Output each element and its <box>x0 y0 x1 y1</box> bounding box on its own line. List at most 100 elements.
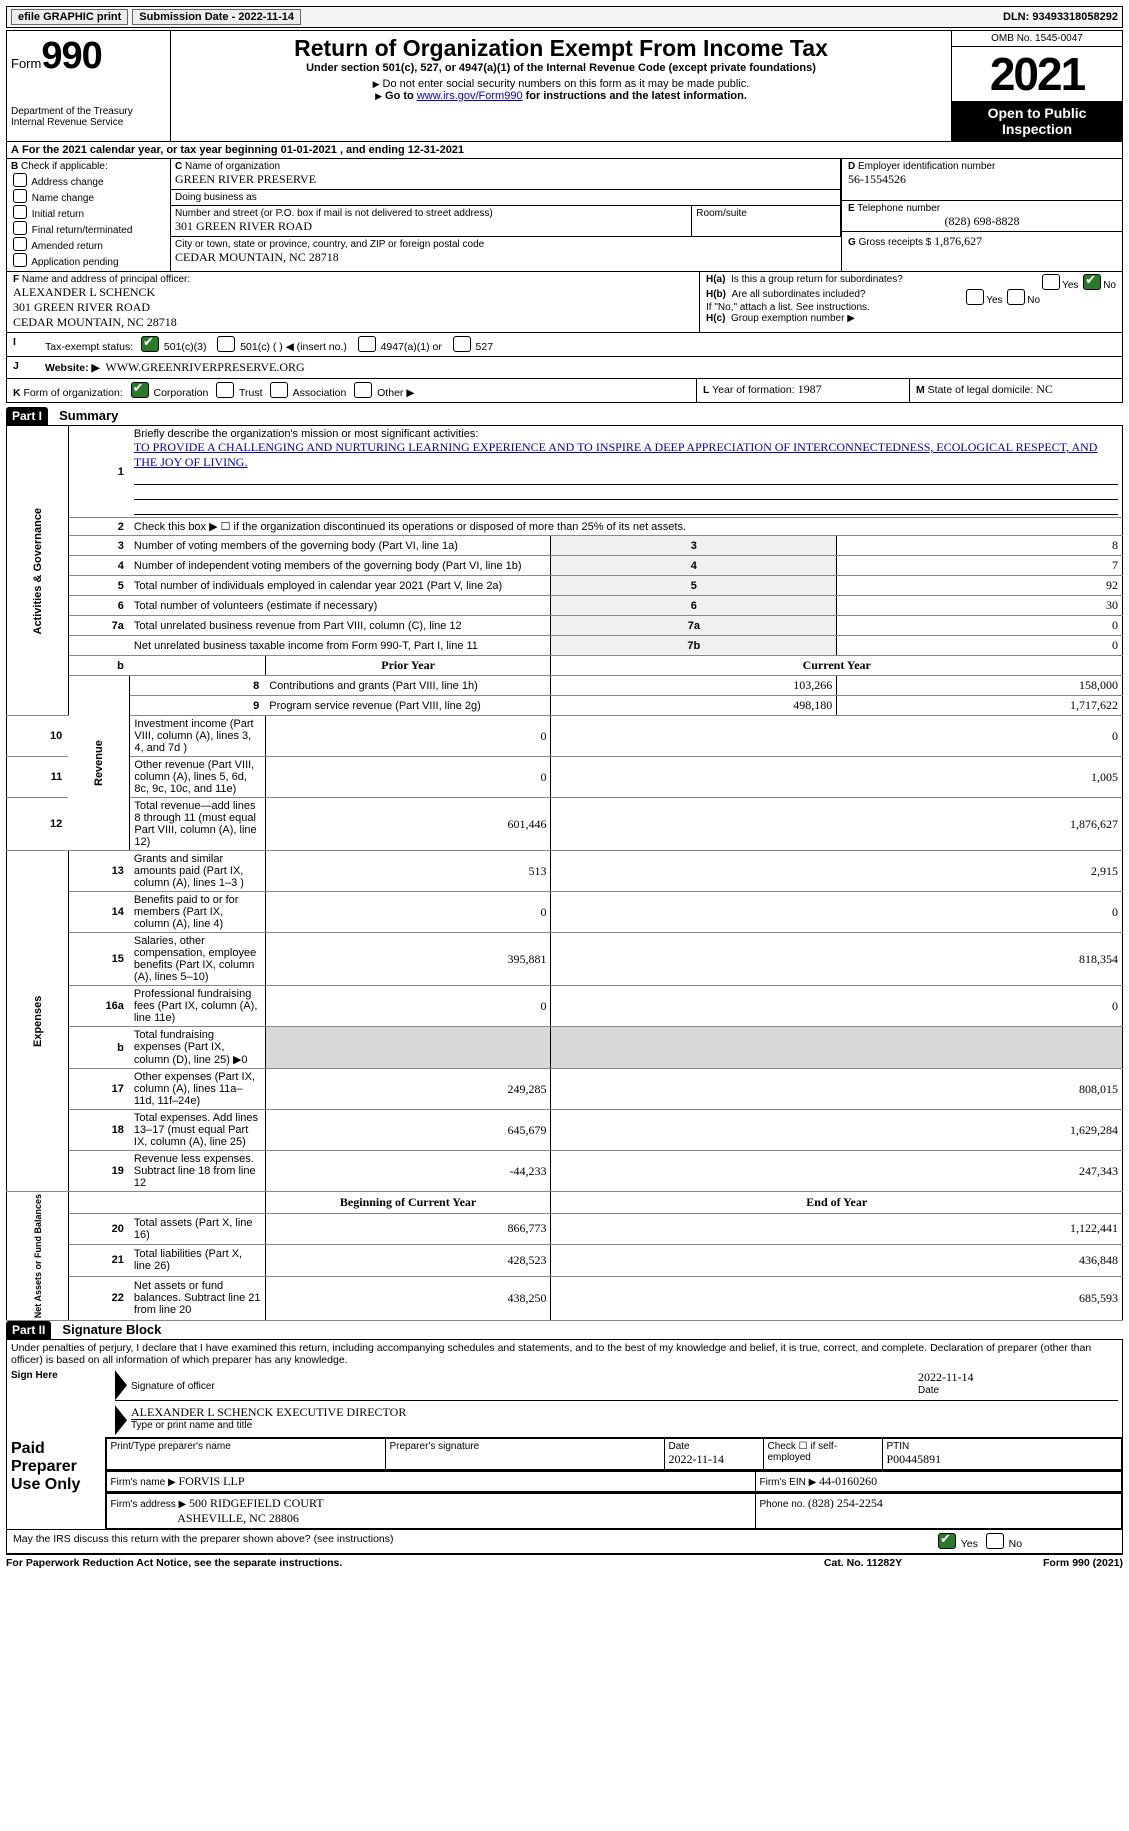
ptin: P00445891 <box>887 1452 942 1466</box>
firm-phone-label: Phone no. <box>760 1499 806 1510</box>
hb-label: Are all subordinates included? <box>732 289 866 300</box>
irs-label: Internal Revenue Service <box>11 117 166 128</box>
checkbox-address-change[interactable] <box>13 173 27 187</box>
side-net-assets: Net Assets or Fund Balances <box>7 1192 69 1321</box>
submission-date-button[interactable]: Submission Date - 2022-11-14 <box>132 9 301 25</box>
part-ii-label: Part II <box>6 1321 51 1339</box>
cb-trust[interactable] <box>216 382 234 398</box>
paid-preparer: Paid Preparer Use Only <box>7 1438 106 1530</box>
part-i-label: Part I <box>6 407 48 425</box>
officer-label: Name and address of principal officer: <box>22 274 190 285</box>
hb-yes[interactable] <box>966 289 984 305</box>
public-inspection-box: Open to Public Inspection <box>952 101 1122 141</box>
phone: (828) 698-8828 <box>848 214 1116 229</box>
firm-addr-label: Firm's address ▶ <box>111 1499 187 1510</box>
prep-sig-label: Preparer's signature <box>385 1439 664 1470</box>
checkbox-final-return[interactable] <box>13 221 27 235</box>
subtitle-2: Do not enter social security numbers on … <box>383 78 750 90</box>
website-label: Website: ▶ <box>45 362 100 374</box>
firm-ein: 44-0160260 <box>819 1474 877 1488</box>
officer-city: CEDAR MOUNTAIN, NC 28718 <box>13 315 177 329</box>
discuss-no[interactable] <box>986 1533 1004 1549</box>
row-a-calendar: A For the 2021 calendar year, or tax yea… <box>6 142 1123 159</box>
part-i-title: Summary <box>51 408 118 423</box>
col-current: Current Year <box>551 656 1123 676</box>
city-label: City or town, state or province, country… <box>175 239 484 250</box>
firm-addr2: ASHEVILLE, NC 28806 <box>177 1511 299 1525</box>
goto-label: Go to <box>385 90 417 102</box>
hc-label: Group exemption number ▶ <box>731 313 855 324</box>
discuss-yes[interactable] <box>938 1533 956 1549</box>
side-revenue: Revenue <box>68 676 130 851</box>
q2: Check this box ▶ ☐ if the organization d… <box>130 518 1123 536</box>
gross-label: Gross receipts $ <box>859 237 932 248</box>
gross-receipts: 1,876,627 <box>934 234 982 248</box>
paperwork-notice: For Paperwork Reduction Act Notice, see … <box>6 1557 763 1569</box>
year-formation: 1987 <box>798 382 822 396</box>
domicile: NC <box>1036 382 1053 396</box>
cb-527[interactable] <box>453 336 471 352</box>
ein-label: Employer identification number <box>858 161 995 172</box>
cb-other[interactable] <box>354 382 372 398</box>
officer-name-typed: ALEXANDER L SCHENCK EXECUTIVE DIRECTOR <box>131 1405 406 1419</box>
self-emp: Check ☐ if self-employed <box>763 1439 882 1470</box>
dba-label: Doing business as <box>175 192 257 203</box>
org-name: GREEN RIVER PRESERVE <box>175 172 316 186</box>
cb-501c[interactable] <box>217 336 235 352</box>
ein: 56-1554526 <box>848 172 906 186</box>
phone-label: Telephone number <box>857 203 940 214</box>
hb-no[interactable] <box>1007 289 1025 305</box>
city: CEDAR MOUNTAIN, NC 28718 <box>175 250 339 264</box>
form-header: Form990 Department of the Treasury Inter… <box>6 30 1123 142</box>
officer-street: 301 GREEN RIVER ROAD <box>13 300 150 314</box>
sig-officer-label: Signature of officer <box>131 1381 215 1392</box>
col-prior: Prior Year <box>265 656 551 676</box>
firm-name: FORVIS LLP <box>178 1474 244 1488</box>
dln-label: DLN: 93493318058292 <box>1003 11 1118 23</box>
side-activities: Activities & Governance <box>7 426 69 716</box>
hb-note: If "No," attach a list. See instructions… <box>706 302 1116 313</box>
ha-no[interactable] <box>1083 274 1101 290</box>
col-end: End of Year <box>551 1192 1123 1214</box>
mission: TO PROVIDE A CHALLENGING AND NURTURING L… <box>134 440 1098 469</box>
firm-name-label: Firm's name ▶ <box>111 1477 176 1488</box>
row-klm: K Form of organization: Corporation Trus… <box>6 379 1123 403</box>
cb-assoc[interactable] <box>270 382 288 398</box>
room-label: Room/suite <box>696 208 747 219</box>
omb-number: OMB No. 1545-0047 <box>952 31 1122 47</box>
col-beg: Beginning of Current Year <box>265 1192 551 1214</box>
row-i: I Tax-exempt status: 501(c)(3) 501(c) ( … <box>6 333 1123 357</box>
cb-4947[interactable] <box>358 336 376 352</box>
goto-suffix: for instructions and the latest informat… <box>523 90 747 102</box>
ha-yes[interactable] <box>1042 274 1060 290</box>
sign-here: Sign Here <box>7 1368 106 1438</box>
efile-print-button[interactable]: efile GRAPHIC print <box>11 9 128 25</box>
row-j: J Website: ▶ WWW.GREENRIVERPRESERVE.ORG <box>6 357 1123 379</box>
firm-addr1: 500 RIDGEFIELD COURT <box>189 1496 324 1510</box>
irs-link[interactable]: www.irs.gov/Form990 <box>417 90 523 102</box>
top-bar: efile GRAPHIC print Submission Date - 20… <box>6 6 1123 28</box>
checkbox-initial-return[interactable] <box>13 205 27 219</box>
tax-exempt-label: Tax-exempt status: <box>45 341 133 353</box>
ha-label: Is this a group return for subordinates? <box>731 274 903 285</box>
dept-treasury: Department of the Treasury <box>11 106 166 117</box>
website: WWW.GREENRIVERPRESERVE.ORG <box>105 360 304 374</box>
year-formation-label: Year of formation: <box>712 384 795 396</box>
cb-501c3[interactable] <box>141 336 159 352</box>
checkbox-pending[interactable] <box>13 253 27 267</box>
part-i-table: Activities & Governance 1 Briefly descri… <box>6 426 1123 1321</box>
checkbox-amended[interactable] <box>13 237 27 251</box>
type-name-label: Type or print name and title <box>131 1419 252 1431</box>
form-word: Form <box>11 56 41 71</box>
form-title: Return of Organization Exempt From Incom… <box>179 35 943 62</box>
c-name-label: Name of organization <box>185 161 280 172</box>
domicile-label: State of legal domicile: <box>928 384 1034 396</box>
b-label: Check if applicable: <box>21 161 108 172</box>
officer-name: ALEXANDER L SCHENCK <box>13 285 155 299</box>
side-expenses: Expenses <box>7 851 69 1192</box>
form-number: 990 <box>41 35 101 77</box>
section-f-h: F Name and address of principal officer:… <box>6 272 1123 333</box>
arrow-icon <box>115 1370 127 1400</box>
checkbox-name-change[interactable] <box>13 189 27 203</box>
cb-corp[interactable] <box>131 382 149 398</box>
